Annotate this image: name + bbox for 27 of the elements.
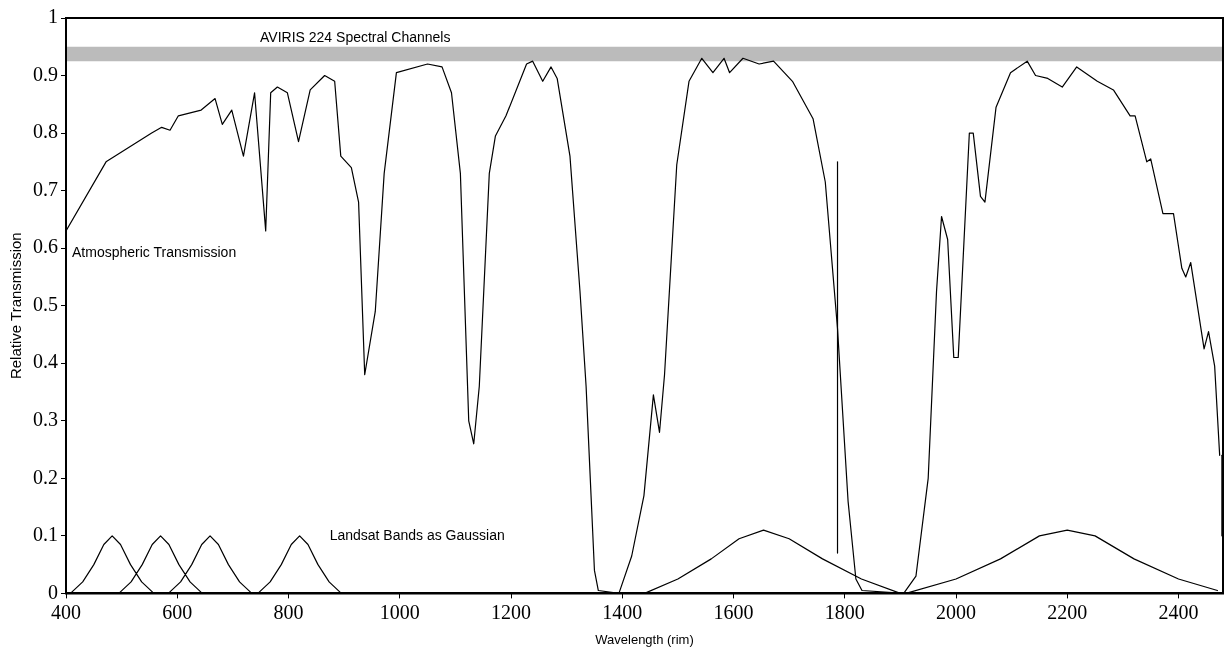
y-tick-label: 1 bbox=[48, 5, 58, 28]
x-tick-label: 1600 bbox=[713, 600, 754, 623]
y-axis-title: Relative Transmission bbox=[7, 232, 25, 380]
y-tick-label: 0.7 bbox=[33, 177, 58, 200]
y-tick-label: 0.2 bbox=[33, 465, 58, 488]
y-tick-label: 0.4 bbox=[33, 350, 58, 373]
x-tick-label: 1800 bbox=[824, 600, 865, 623]
x-tick-label: 600 bbox=[162, 600, 193, 623]
y-tick-label: 0.6 bbox=[33, 235, 58, 258]
y-tick-label: 0 bbox=[48, 580, 58, 603]
y-tick-label: 0.3 bbox=[33, 408, 58, 431]
y-tick-label: 0.1 bbox=[33, 523, 58, 546]
x-tick-label: 1200 bbox=[491, 600, 531, 623]
x-axis-title: Wavelength (rim) bbox=[595, 631, 694, 647]
band-label: AVIRIS 224 Spectral Channels bbox=[260, 28, 451, 45]
x-tick-label: 800 bbox=[273, 600, 304, 623]
series-label: Landsat Bands as Gaussian bbox=[329, 526, 505, 543]
y-tick-label: 0.8 bbox=[33, 120, 58, 143]
y-tick-label: 0.9 bbox=[33, 62, 58, 85]
x-tick-label: 1000 bbox=[379, 600, 420, 623]
x-tick-label: 2400 bbox=[1158, 600, 1199, 623]
x-tick-label: 2000 bbox=[936, 600, 976, 623]
x-tick-label: 400 bbox=[51, 600, 81, 623]
x-tick-label: 1400 bbox=[602, 600, 643, 623]
x-tick-label: 2200 bbox=[1047, 600, 1088, 623]
y-tick-label: 0.5 bbox=[33, 292, 58, 315]
series-label: Atmospheric Transmission bbox=[72, 243, 237, 260]
